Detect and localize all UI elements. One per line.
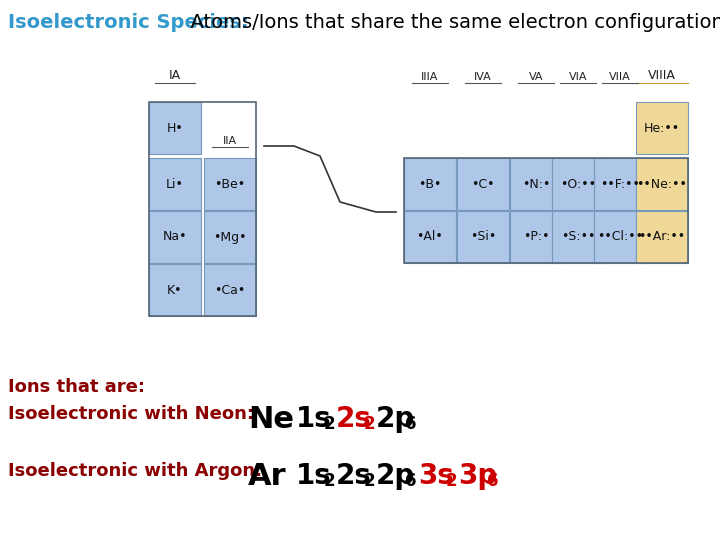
Bar — [204, 158, 256, 210]
Text: 1s: 1s — [296, 462, 332, 490]
Text: IIIA: IIIA — [421, 72, 438, 82]
Text: Atoms/Ions that share the same electron configuration.: Atoms/Ions that share the same electron … — [178, 13, 720, 32]
Text: 2: 2 — [364, 472, 376, 490]
Text: Li•: Li• — [166, 178, 184, 191]
Text: VA: VA — [528, 72, 544, 82]
Bar — [149, 264, 201, 316]
Text: 3p: 3p — [458, 462, 498, 490]
Text: 2s: 2s — [336, 405, 372, 433]
Text: 2s: 2s — [336, 462, 372, 490]
Bar — [149, 102, 201, 154]
Text: H•: H• — [166, 122, 184, 134]
Text: 2: 2 — [324, 472, 336, 490]
Bar — [636, 211, 688, 263]
Bar — [149, 102, 256, 316]
Text: Isoelectronic with Neon:: Isoelectronic with Neon: — [8, 405, 254, 423]
Text: •Mg•: •Mg• — [213, 231, 247, 244]
Text: •Ca•: •Ca• — [215, 284, 246, 296]
Text: Na•: Na• — [163, 231, 187, 244]
Text: 6: 6 — [405, 415, 416, 433]
Text: IIA: IIA — [223, 136, 237, 146]
Text: •Si•: •Si• — [470, 231, 496, 244]
Bar — [404, 158, 688, 263]
Text: IA: IA — [169, 69, 181, 82]
Bar — [552, 158, 604, 210]
Bar — [510, 158, 562, 210]
Text: •C•: •C• — [472, 178, 495, 191]
Text: IVA: IVA — [474, 72, 492, 82]
Bar — [636, 158, 688, 210]
Bar — [149, 211, 201, 263]
Text: 2: 2 — [364, 415, 376, 433]
Bar — [404, 211, 456, 263]
Text: 2p: 2p — [376, 405, 415, 433]
Text: 1s: 1s — [296, 405, 332, 433]
Text: •O:••: •O:•• — [560, 178, 596, 191]
Text: VIIIA: VIIIA — [648, 69, 676, 82]
Text: 6: 6 — [487, 472, 498, 490]
Text: ••Ne:••: ••Ne:•• — [636, 178, 688, 191]
Text: •N:•: •N:• — [522, 178, 550, 191]
Text: 2: 2 — [324, 415, 336, 433]
Text: •B•: •B• — [418, 178, 441, 191]
Text: ••Cl:••: ••Cl:•• — [597, 231, 643, 244]
Text: Isoelectronic Species:: Isoelectronic Species: — [8, 13, 248, 32]
Text: VIA: VIA — [569, 72, 588, 82]
Bar — [204, 211, 256, 263]
Text: 2p: 2p — [376, 462, 415, 490]
Text: •Be•: •Be• — [215, 178, 246, 191]
Text: 3s: 3s — [418, 462, 454, 490]
Text: •P:•: •P:• — [523, 231, 549, 244]
Bar — [594, 158, 646, 210]
Text: VIIA: VIIA — [609, 72, 631, 82]
Text: Ne: Ne — [248, 405, 294, 434]
Text: ••Ar:••: ••Ar:•• — [639, 231, 685, 244]
Bar — [404, 158, 456, 210]
Text: Isoelectronic with Argon:: Isoelectronic with Argon: — [8, 462, 262, 480]
Text: 2: 2 — [446, 472, 458, 490]
Bar — [552, 211, 604, 263]
Bar — [457, 158, 509, 210]
Text: •S:••: •S:•• — [561, 231, 595, 244]
Text: Ar: Ar — [248, 462, 287, 491]
Text: ••F:••: ••F:•• — [600, 178, 640, 191]
Bar — [510, 211, 562, 263]
Bar — [149, 158, 201, 210]
Text: Ions that are:: Ions that are: — [8, 378, 145, 396]
Text: 6: 6 — [405, 472, 416, 490]
Text: He:••: He:•• — [644, 122, 680, 134]
Bar — [204, 264, 256, 316]
Text: K•: K• — [167, 284, 183, 296]
Bar — [457, 211, 509, 263]
Bar — [594, 211, 646, 263]
Text: •Al•: •Al• — [417, 231, 444, 244]
Bar — [636, 102, 688, 154]
